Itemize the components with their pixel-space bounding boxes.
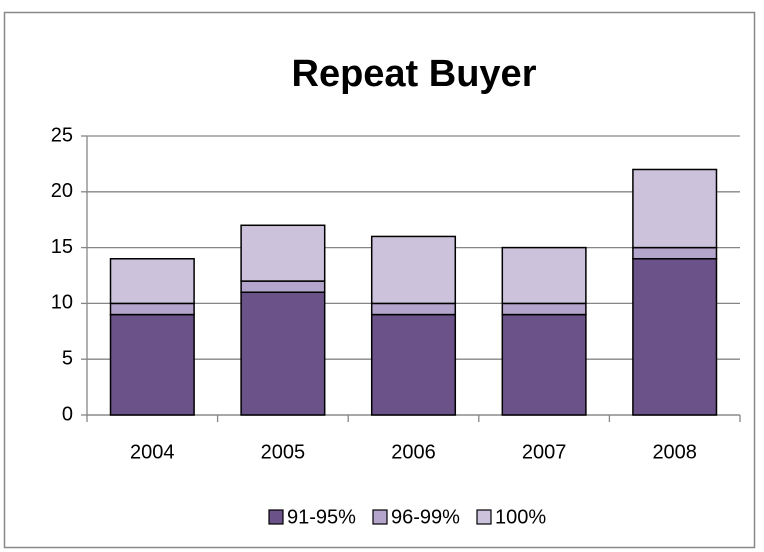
- x-tick-label: 2004: [130, 441, 175, 463]
- legend-label: 91-95%: [287, 506, 356, 528]
- bar-segment: [501, 302, 587, 316]
- bar-segment: [370, 235, 457, 305]
- legend-swatch: [372, 509, 388, 525]
- y-tick-label: 15: [51, 236, 73, 258]
- bar-segment: [632, 168, 718, 249]
- bar-segment: [109, 258, 195, 305]
- legend-label: 96-99%: [391, 506, 460, 528]
- bar-segment: [370, 313, 457, 416]
- bar-segment: [109, 313, 195, 416]
- x-tick-label: 2007: [522, 441, 567, 463]
- y-tick-label: 5: [62, 347, 73, 369]
- bar-segment: [632, 246, 718, 260]
- y-tick-label: 10: [51, 292, 73, 314]
- bar-segment: [240, 291, 326, 416]
- bar-segment: [501, 246, 587, 305]
- legend-swatch: [476, 509, 492, 525]
- legend-label: 100%: [495, 506, 546, 528]
- x-tick-label: 2005: [261, 441, 306, 463]
- bar-segment: [240, 224, 326, 282]
- legend-swatch: [268, 509, 284, 525]
- x-tick-label: 2006: [391, 441, 436, 463]
- y-tick-label: 0: [62, 403, 73, 425]
- y-tick-label: 20: [51, 180, 73, 202]
- x-tick-label: 2008: [652, 441, 697, 463]
- bar-segment: [370, 302, 457, 316]
- chart-title: Repeat Buyer: [292, 53, 537, 95]
- y-tick-label: 25: [51, 124, 73, 146]
- bar-segment: [632, 258, 718, 416]
- bar-segment: [109, 302, 195, 316]
- bar-segment: [240, 280, 326, 293]
- bar-segment: [501, 313, 587, 416]
